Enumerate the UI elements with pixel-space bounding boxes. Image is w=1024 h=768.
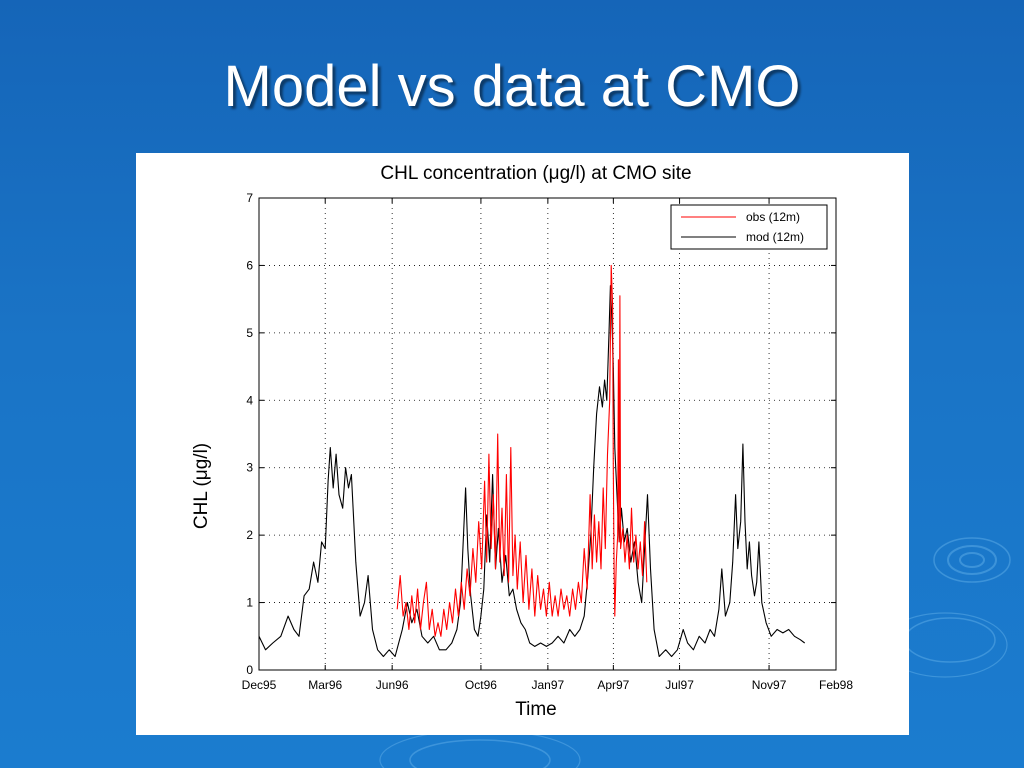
y-tick-label: 7	[246, 191, 253, 205]
x-tick-label: Nov97	[752, 678, 787, 692]
legend-box	[670, 204, 828, 250]
y-tick-label: 5	[246, 326, 253, 340]
x-tick-label: Jul97	[665, 678, 694, 692]
chart-figure: CHL concentration (μg/l) at CMO site 0 1 2…	[136, 153, 909, 735]
y-tick-label: 1	[246, 596, 253, 610]
slide-title: Model vs data at CMO	[223, 54, 801, 119]
legend-label-mod: mod (12m)	[746, 230, 804, 244]
y-tick-label: 3	[246, 461, 253, 475]
x-tick-label: Oct96	[465, 678, 497, 692]
x-tick-label: Jun96	[376, 678, 409, 692]
chart-title: CHL concentration (μg/l) at CMO site	[380, 163, 691, 184]
x-tick-label: Feb98	[819, 678, 853, 692]
series-line-mod	[258, 285, 806, 658]
y-tick-label: 4	[246, 393, 253, 407]
x-tick-label: Mar96	[308, 678, 342, 692]
x-tick-label: Dec95	[242, 678, 277, 692]
legend-label-obs: obs (12m)	[746, 210, 800, 224]
legend: obs (12m) mod (12m)	[670, 204, 828, 250]
y-tick-label: 6	[246, 258, 253, 272]
ticks-layer: 0 1 2 3 4 5 6 7 Dec95 Mar96 Jun96 Oct96 Jan97 Apr97 Ju…	[242, 191, 854, 692]
series-layer	[258, 264, 806, 658]
series-line-obs	[396, 264, 648, 637]
y-tick-label: 0	[246, 663, 253, 677]
chart-svg: CHL concentration (μg/l) at CMO site 0 1 2…	[191, 163, 854, 720]
x-tick-label: Jan97	[532, 678, 565, 692]
x-tick-label: Apr97	[597, 678, 629, 692]
y-tick-label: 2	[246, 528, 253, 542]
x-axis-label: Time	[515, 699, 557, 720]
y-axis-label: CHL (μg/l)	[191, 443, 212, 529]
